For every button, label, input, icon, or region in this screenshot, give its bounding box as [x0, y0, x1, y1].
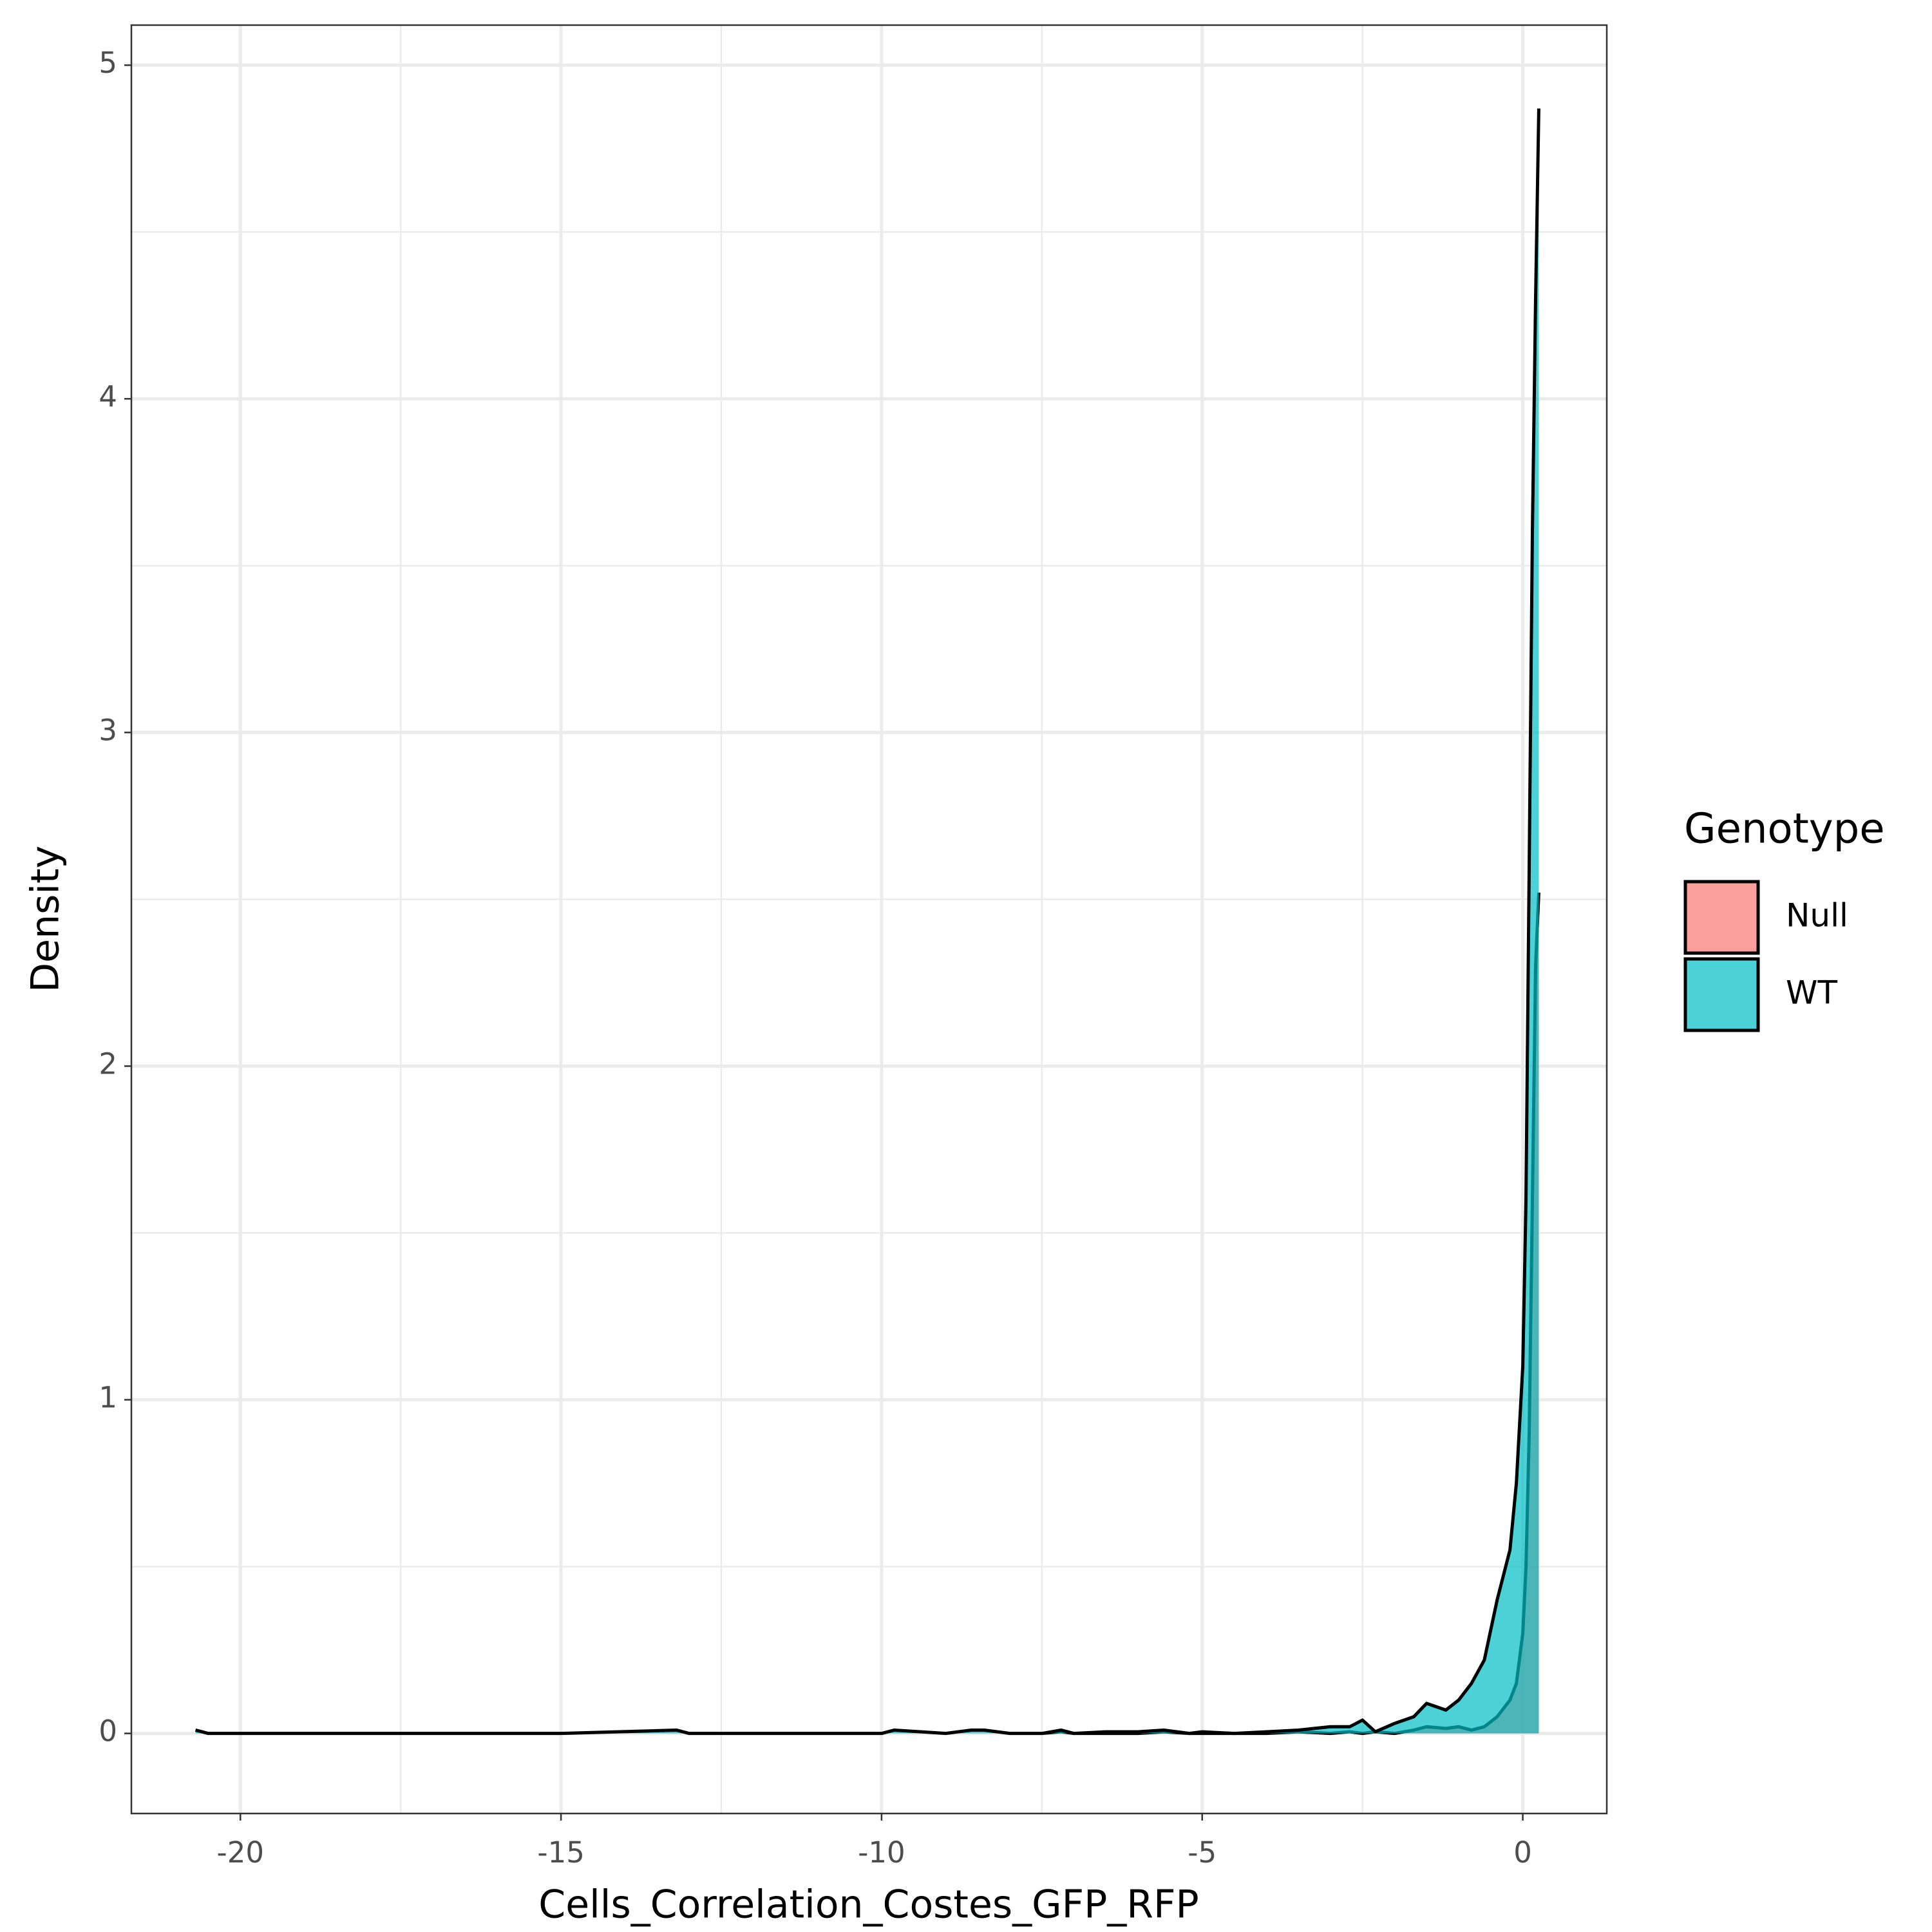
axes: 0 1 2 3 4 5 -20 -15 -10 -5 0	[99, 46, 1532, 1870]
x-tick-label: -20	[217, 1835, 265, 1870]
y-tick-label: 3	[99, 713, 117, 747]
x-tick-label: 0	[1513, 1835, 1532, 1870]
y-tick-label: 1	[99, 1381, 117, 1415]
panel-border	[130, 24, 1608, 1815]
legend: Genotype Null WT	[1683, 806, 1885, 1032]
legend-key	[1683, 957, 1760, 1032]
grid	[131, 25, 1607, 1814]
y-tick-label: 2	[99, 1046, 117, 1081]
y-tick-label: 5	[99, 46, 117, 80]
y-axis-title: Density	[23, 846, 68, 992]
legend-key	[1683, 880, 1760, 955]
y-tick-label: 0	[99, 1714, 117, 1748]
x-tick-label: -10	[858, 1835, 905, 1870]
legend-label: Null	[1786, 897, 1848, 934]
x-tick-label: -15	[537, 1835, 585, 1870]
legend-label: WT	[1786, 974, 1837, 1012]
y-tick-label: 4	[99, 379, 117, 413]
legend-title: Genotype	[1684, 806, 1885, 853]
x-tick-label: -5	[1188, 1835, 1217, 1870]
x-axis-title: Cells_Correlation_Costes_GFP_RFP	[538, 1882, 1198, 1927]
plot-area	[194, 108, 1540, 1736]
density-line	[194, 108, 1540, 1736]
